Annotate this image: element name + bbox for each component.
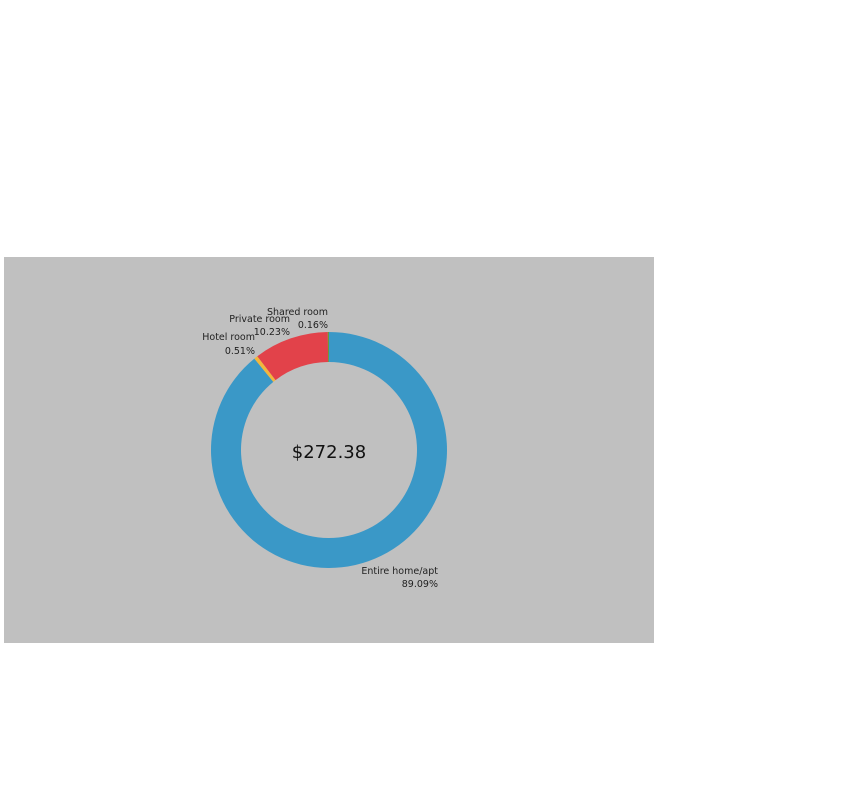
label-private-name: Private room xyxy=(229,314,290,325)
slice-private-room[interactable] xyxy=(257,332,329,381)
label-entire-pct: 89.09% xyxy=(402,579,438,590)
chart-background xyxy=(4,257,654,643)
donut-chart: $272.38 Entire home/apt 89.09% Hotel roo… xyxy=(4,257,654,643)
label-entire-home: Entire home/apt 89.09% xyxy=(361,566,438,590)
label-shared-room: Shared room 0.16% xyxy=(267,307,328,331)
label-private-room: Private room 10.23% xyxy=(229,314,290,338)
label-entire-name: Entire home/apt xyxy=(361,566,438,577)
label-hotel-name: Hotel room xyxy=(202,332,255,343)
chart-panel: $272.38 Entire home/apt 89.09% Hotel roo… xyxy=(4,257,654,643)
slice-hotel-room[interactable] xyxy=(254,356,276,382)
label-hotel-room: Hotel room 0.51% xyxy=(202,332,255,357)
label-private-pct: 10.23% xyxy=(254,327,290,338)
label-hotel-pct: 0.51% xyxy=(225,346,255,357)
label-shared-pct: 0.16% xyxy=(298,320,328,331)
center-value: $272.38 xyxy=(292,442,366,463)
slices-group xyxy=(211,332,448,568)
label-shared-name: Shared room xyxy=(267,307,328,318)
slice-shared-room[interactable] xyxy=(327,332,329,363)
